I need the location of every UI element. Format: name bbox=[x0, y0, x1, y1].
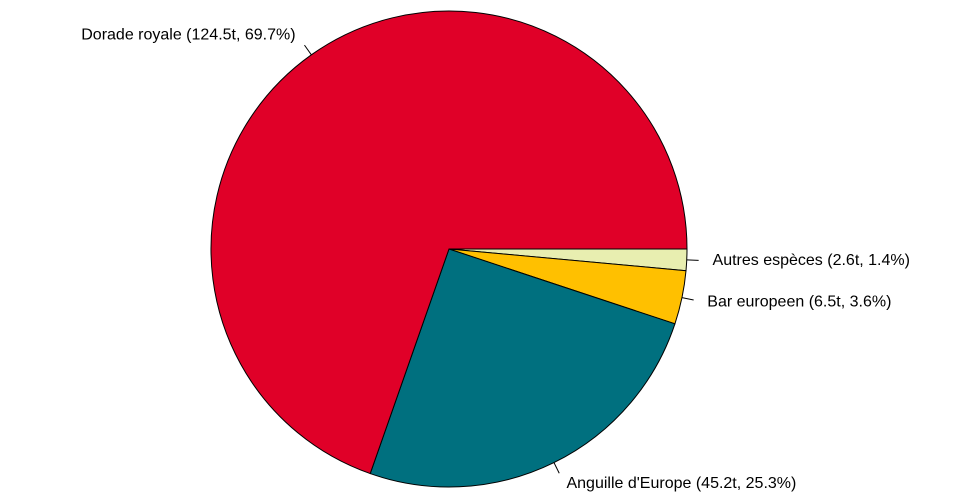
pie-slice bbox=[210, 10, 688, 475]
slice-label: Autres espèces (2.6t, 1.4%) bbox=[713, 252, 910, 269]
leader-line bbox=[681, 297, 694, 301]
slice-label: Anguille d'Europe (45.2t, 25.3%) bbox=[566, 475, 796, 492]
slice-label: Bar europeen (6.5t, 3.6%) bbox=[707, 294, 891, 311]
leader-line bbox=[553, 462, 560, 474]
leader-line bbox=[304, 44, 312, 56]
leader-line bbox=[686, 259, 699, 261]
slice-label: Dorade royale (124.5t, 69.7%) bbox=[81, 27, 295, 44]
